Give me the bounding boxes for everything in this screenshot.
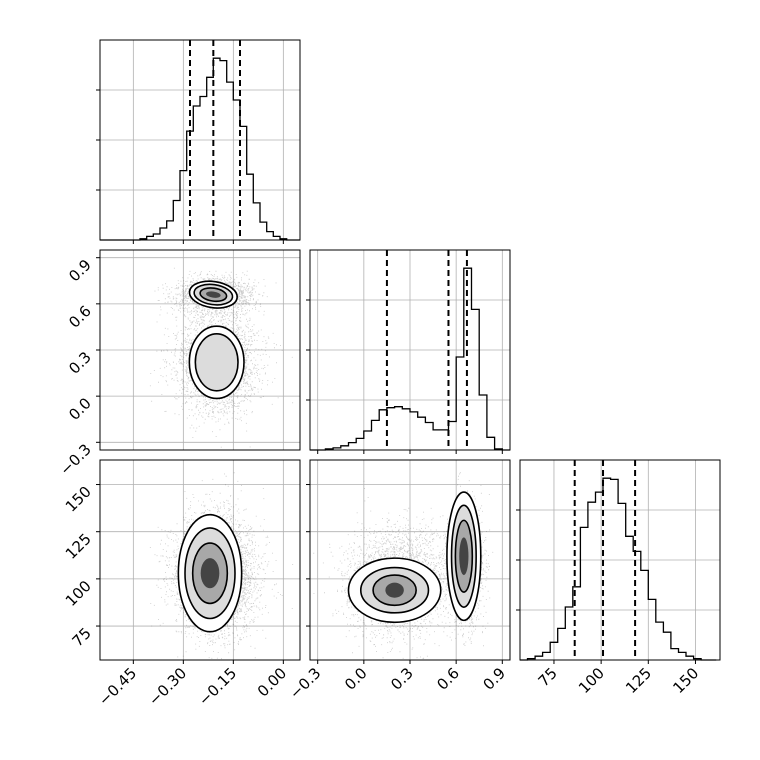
contour-line [347, 557, 442, 624]
contour-line [177, 513, 243, 633]
density-level [195, 333, 239, 391]
density-level [459, 537, 469, 576]
y-tick-label: 150 [62, 483, 95, 516]
density-level [385, 582, 404, 598]
y-tick-label: 75 [69, 624, 95, 650]
density-level [206, 291, 221, 298]
x-tick-label: 0.0 [341, 664, 371, 694]
y-tick-label: 100 [62, 577, 95, 610]
x-tick-label: 125 [622, 664, 655, 697]
x-tick-label: 75 [535, 664, 561, 690]
histogram-step-2 [520, 477, 717, 661]
x-tick-label: 0.3 [387, 664, 417, 694]
x-tick-label: −0.15 [195, 664, 240, 709]
panel-2d-0 [149, 267, 294, 448]
x-tick-label: −0.30 [145, 664, 190, 709]
x-tick-label: 0.6 [433, 664, 463, 694]
x-tick-label: −0.3 [286, 664, 324, 702]
contour-line [450, 504, 477, 608]
y-tick-label: −0.3 [56, 440, 94, 478]
contour-line [188, 325, 245, 400]
contour-line [193, 283, 234, 306]
contour-line [372, 574, 417, 607]
y-tick-label: 0.0 [65, 394, 95, 424]
contour-line [184, 527, 236, 620]
y-tick-label: 0.3 [65, 348, 95, 378]
density-level [200, 558, 220, 589]
y-tick-label: 125 [62, 530, 95, 563]
x-tick-label: −0.45 [95, 664, 140, 709]
x-tick-label: 0.9 [480, 664, 510, 694]
contour-line [446, 491, 482, 622]
panel-2d-1 [149, 472, 294, 660]
panel-2d-2 [313, 472, 494, 660]
contour-line [359, 566, 430, 614]
contour-line [454, 519, 474, 593]
panel-frame [99, 459, 301, 661]
histogram-step-0 [100, 57, 300, 241]
x-tick-label: 0.00 [254, 664, 290, 700]
contour-line [191, 542, 229, 605]
y-tick-label: 0.6 [65, 302, 95, 332]
contour-line [199, 287, 228, 303]
histogram-step-1 [310, 267, 510, 451]
y-tick-label: 0.9 [65, 256, 95, 286]
x-tick-label: 150 [669, 664, 702, 697]
contour-line [188, 280, 238, 309]
contour-line [194, 333, 239, 392]
x-tick-label: 100 [575, 664, 608, 697]
